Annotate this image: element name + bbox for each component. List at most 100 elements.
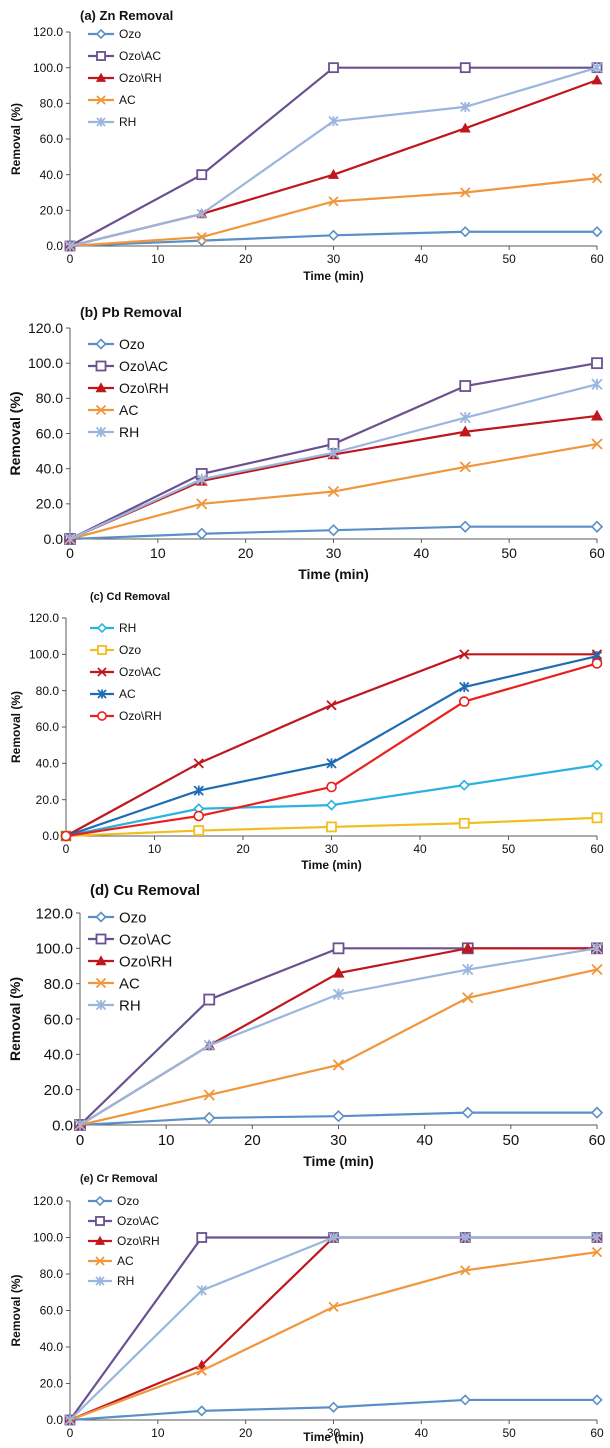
data-point xyxy=(459,461,471,473)
data-point xyxy=(193,758,204,769)
y-tick-label: 0.0 xyxy=(46,239,63,253)
series-ozo-rh xyxy=(60,658,603,842)
data-point xyxy=(193,810,205,822)
chart-zn-svg: (a) Zn Removal 0.0 20.0 40.0 60.0 80.0 100.0 12… xyxy=(9,8,604,283)
legend-label: Ozo xyxy=(119,27,141,41)
x-tick-label: 50 xyxy=(502,252,516,266)
legend-item-ac: AC xyxy=(88,93,136,107)
y-tick-label: 80.0 xyxy=(44,976,73,993)
y-tick-label: 60.0 xyxy=(40,132,64,146)
chart-title: (d) Cu Removal xyxy=(90,882,200,899)
series-line-rh xyxy=(69,66,598,248)
y-tick-label: 80.0 xyxy=(40,97,64,111)
legend-marker xyxy=(95,955,107,966)
data-point xyxy=(591,62,603,73)
legend-item-ac: AC xyxy=(88,975,140,992)
chart-pb-svg: (b) Pb Removal 0.0 20.0 40.0 60.0 80.0 100.0 12… xyxy=(7,304,605,582)
data-point xyxy=(591,378,603,390)
data-point xyxy=(203,1111,216,1125)
legend: Ozo Ozo\AC Ozo\RH AC RH xyxy=(88,1194,160,1288)
data-point xyxy=(327,485,340,498)
data-point xyxy=(328,1232,339,1243)
data-point xyxy=(459,122,471,133)
chart-cd-svg: (c) Cd Removal 0.0 20.0 40.0 60.0 80.0 100.0 12… xyxy=(9,591,604,872)
legend-item-ozo-rh: Ozo\RH xyxy=(88,71,162,85)
legend: Ozo Ozo\AC Ozo\RH AC RH xyxy=(88,336,169,440)
legend-item-ozo-ac: Ozo\AC xyxy=(88,358,168,374)
y-tick-label: 80.0 xyxy=(40,1267,64,1281)
chart-title: (b) Pb Removal xyxy=(80,304,182,320)
data-point xyxy=(460,101,471,113)
legend-marker xyxy=(96,95,106,105)
data-point xyxy=(591,226,603,238)
data-point xyxy=(591,812,603,824)
y-tick-label: 100.0 xyxy=(33,1231,63,1245)
data-point xyxy=(458,817,470,829)
data-point xyxy=(459,425,472,437)
y-tick-label: 0.0 xyxy=(46,1413,63,1427)
x-tick-label: 60 xyxy=(590,252,604,266)
x-tick-label: 30 xyxy=(325,842,339,856)
x-tick-label: 50 xyxy=(501,545,517,561)
data-point xyxy=(332,966,345,978)
data-point xyxy=(196,1405,208,1417)
legend-item-rh: RH xyxy=(88,997,141,1014)
data-point xyxy=(196,169,208,181)
x-tick-label: 30 xyxy=(326,545,342,561)
x-tick-label: 10 xyxy=(148,842,162,856)
legend-label: Ozo\RH xyxy=(117,1234,160,1248)
data-point xyxy=(203,1039,215,1052)
legend-label: Ozo\AC xyxy=(117,1214,159,1228)
data-point xyxy=(327,447,340,459)
x-tick-label: 0 xyxy=(76,1132,84,1149)
y-tick-label: 0.0 xyxy=(44,531,64,547)
legend-item-ozo: Ozo xyxy=(88,909,147,926)
data-point xyxy=(196,1285,207,1296)
x-tick-label: 20 xyxy=(239,1426,253,1440)
legend: Ozo Ozo\AC Ozo\RH AC RH xyxy=(88,909,172,1014)
legend-marker xyxy=(95,28,107,40)
data-point xyxy=(591,438,603,450)
legend-marker xyxy=(96,622,108,634)
data-point xyxy=(459,649,470,660)
series-line-ozo-rh xyxy=(69,1236,597,1422)
series-line-ozo-ac xyxy=(69,66,597,247)
x-tick-label: 30 xyxy=(330,1132,347,1149)
data-point xyxy=(461,1106,474,1119)
data-point xyxy=(196,473,208,485)
legend-label: Ozo\RH xyxy=(119,709,162,723)
y-tick-label: 20.0 xyxy=(40,204,64,218)
data-point xyxy=(328,116,339,127)
data-point xyxy=(326,700,337,711)
series-ac xyxy=(64,1246,603,1426)
data-point xyxy=(196,208,207,220)
data-point xyxy=(591,1246,603,1258)
legend-item-ozo-ac: Ozo\AC xyxy=(90,665,161,679)
series-ac xyxy=(60,651,603,842)
x-tick-label: 30 xyxy=(327,1426,341,1440)
chart-cu-svg: (d) Cu Removal 0.0 20.0 40.0 60.0 80.0 100.0 12… xyxy=(7,882,605,1169)
data-point xyxy=(196,1365,207,1376)
x-tick-label: 40 xyxy=(414,545,430,561)
y-tick-label: 120.0 xyxy=(35,905,73,922)
x-tick-label: 50 xyxy=(502,842,516,856)
legend-item-ozo-rh: Ozo\RH xyxy=(88,380,169,396)
y-tick-label: 20.0 xyxy=(40,1377,64,1391)
data-point xyxy=(590,409,604,421)
y-tick-label: 100.0 xyxy=(33,61,63,75)
legend-marker xyxy=(96,117,106,127)
legend-marker xyxy=(97,645,107,655)
data-point xyxy=(326,821,337,833)
y-axis-label: Removal (%) xyxy=(7,977,23,1061)
series-rh xyxy=(60,759,603,842)
y-tick-label: 100.0 xyxy=(35,941,73,958)
chart-panel-zn: (a) Zn Removal 0.0 20.0 40.0 60.0 80.0 100.0 12… xyxy=(0,0,610,288)
data-point xyxy=(591,759,603,771)
x-tick-label: 20 xyxy=(239,252,253,266)
legend-marker xyxy=(95,999,107,1011)
legend-item-ac: AC xyxy=(90,687,136,701)
series-ozo-rh xyxy=(64,74,603,251)
legend-label: Ozo\AC xyxy=(119,665,161,679)
data-point xyxy=(327,168,340,179)
y-tick-label: 20.0 xyxy=(36,793,60,807)
